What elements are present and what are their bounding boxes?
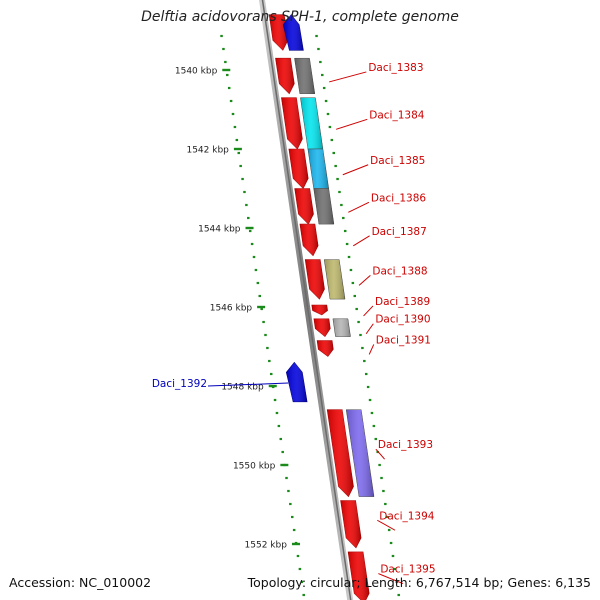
cog-bar-shade [313, 188, 334, 225]
label-leader [363, 305, 374, 317]
label-leader [329, 71, 367, 83]
cog-bar-shade [307, 149, 329, 189]
cds-arrow-shade [313, 318, 331, 337]
label-leader [368, 344, 375, 355]
cog-bar-shade [300, 97, 323, 149]
gene-label: Daci_1389 [375, 296, 430, 308]
cds-arrow-shade [275, 58, 295, 94]
accession-text: Accession: NC_010002 [9, 575, 152, 590]
cog-bar-shade [332, 318, 351, 337]
cds-arrow-shade [340, 500, 362, 548]
gene-label: Daci_1390 [375, 314, 430, 326]
label-leader [358, 274, 371, 286]
cds-arrow-shade [294, 188, 314, 225]
cds-arrow-shade [311, 305, 328, 315]
cds-arrow-shade [317, 340, 334, 357]
scale-tick-label: 1548 kbp [221, 383, 264, 393]
topology-text: Topology: circular; Length: 6,767,514 bp… [247, 575, 591, 590]
gene-label: Daci_1395 [380, 564, 435, 576]
gene-label: Daci_1392 [152, 378, 207, 390]
gene-label: Daci_1383 [368, 62, 423, 74]
label-leader [335, 118, 368, 130]
cds-arrow-shade [299, 224, 319, 256]
label-leader [207, 382, 289, 387]
gene-label: Daci_1385 [370, 155, 425, 167]
cds-arrow-shade [288, 149, 309, 189]
cds-arrow-shade [327, 409, 354, 497]
label-leader [342, 164, 369, 176]
cog-bar-shade [294, 58, 315, 94]
cds-arrow-reverse-shade [283, 14, 304, 51]
scale-tick-label: 1546 kbp [210, 304, 253, 314]
gene-label: Daci_1384 [369, 109, 425, 121]
label-leader [348, 201, 370, 213]
cds-arrow-shade [281, 97, 303, 149]
gene-label: Daci_1394 [379, 510, 435, 522]
cog-bar-shade [346, 409, 374, 497]
cog-bar-shade [324, 259, 345, 300]
label-leader [375, 448, 385, 460]
cds-arrow-shade [269, 14, 288, 51]
backbone-core [261, 0, 352, 600]
map-title: Delftia acidovorans SPH-1, complete geno… [141, 9, 459, 25]
gene-label: Daci_1387 [372, 226, 427, 238]
label-leader [378, 573, 404, 585]
scale-tick-label: 1552 kbp [245, 541, 288, 551]
cds-arrow-reverse-shade [286, 362, 308, 402]
scale-tick-label: 1550 kbp [233, 462, 276, 472]
cds-arrow-shade [348, 551, 370, 600]
cds-arrow-shade [305, 259, 325, 300]
label-leader [352, 235, 370, 247]
label-leader [377, 519, 396, 531]
label-leader [365, 323, 374, 335]
scale-tick-label: 1540 kbp [175, 67, 218, 77]
gene-label: Daci_1391 [376, 334, 431, 346]
gene-label: Daci_1393 [378, 439, 433, 451]
gene-label: Daci_1386 [371, 192, 427, 204]
scale-tick-label: 1544 kbp [198, 225, 241, 235]
scale-tick-label: 1542 kbp [186, 146, 229, 156]
gene-label: Daci_1388 [372, 265, 427, 277]
